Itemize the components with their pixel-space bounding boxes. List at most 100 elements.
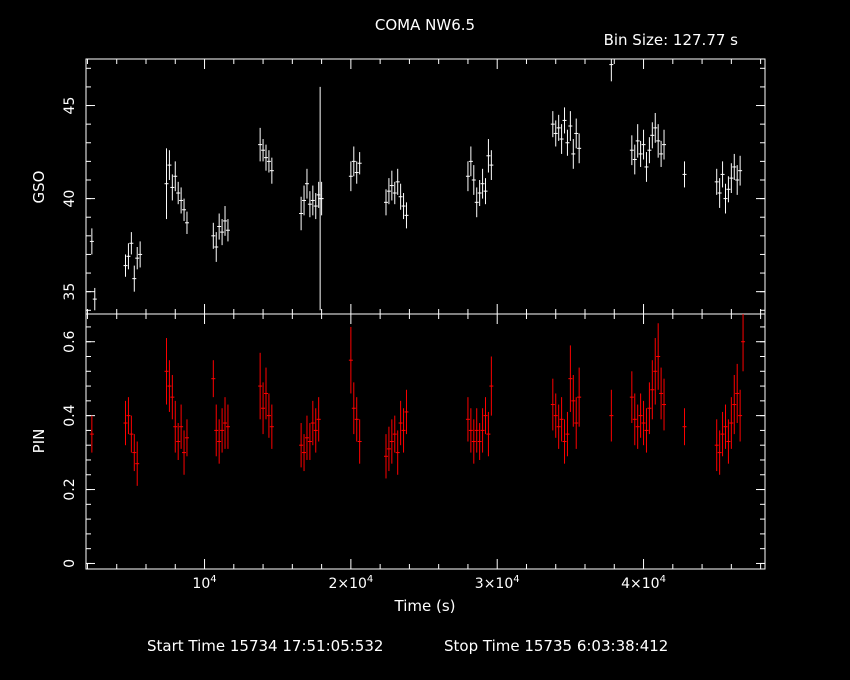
gso-data-point	[577, 133, 582, 164]
pin-data-point	[562, 419, 567, 464]
pin-data-point	[258, 352, 263, 420]
pin-data-point	[404, 389, 409, 435]
pin-data-point	[638, 393, 643, 438]
gso-panel: 35 40 45 GSO	[30, 58, 766, 315]
gso-data-point	[682, 161, 687, 188]
pin-ticks: 0 0.2 0.4 0.6	[62, 314, 765, 569]
gso-data-point	[220, 219, 225, 246]
pin-data-point	[468, 408, 473, 453]
gso-data-point	[650, 122, 655, 149]
gso-data-point	[726, 176, 731, 203]
pin-points	[89, 314, 746, 486]
pin-data-point	[559, 397, 564, 442]
gso-data-point	[483, 178, 488, 205]
pin-data-point	[641, 400, 646, 446]
gso-data-point	[662, 129, 667, 160]
gso-data-point	[653, 112, 658, 143]
gso-data-point	[732, 153, 737, 180]
gso-ytick-label: 35	[62, 283, 78, 301]
pin-data-point	[726, 419, 731, 464]
gso-data-point	[214, 232, 219, 262]
gso-data-point	[299, 196, 304, 231]
gso-data-point	[302, 185, 307, 216]
gso-data-point	[559, 124, 564, 154]
pin-data-point	[609, 389, 614, 442]
pin-data-point	[732, 374, 737, 435]
pin-data-point	[632, 393, 637, 446]
gso-ytick-label: 45	[62, 97, 78, 115]
gso-data-point	[574, 118, 579, 149]
pin-data-point	[644, 408, 649, 453]
pin-data-point	[263, 367, 268, 420]
pin-data-point	[577, 367, 582, 427]
pin-data-point	[489, 356, 494, 416]
gso-data-point	[641, 129, 646, 160]
pin-data-point	[398, 400, 403, 446]
gso-data-point	[383, 189, 388, 216]
pin-data-point	[214, 404, 219, 457]
pin-ylabel: PIN	[30, 429, 48, 454]
gso-data-point	[486, 139, 491, 173]
pin-data-point	[354, 397, 359, 442]
pin-data-point	[465, 397, 470, 442]
pin-panel: 0 0.2 0.4 0.6 PIN	[30, 313, 766, 570]
gso-ticks: 35 40 45	[62, 59, 765, 314]
gso-data-point	[318, 86, 323, 311]
pin-data-point	[310, 400, 315, 446]
pin-data-point	[316, 397, 321, 442]
pin-data-point	[662, 378, 667, 431]
pin-data-point	[656, 323, 661, 390]
pin-data-point	[571, 374, 576, 427]
gso-data-point	[659, 140, 664, 167]
gso-data-point	[565, 129, 570, 156]
gso-data-point	[568, 111, 573, 141]
pin-data-point	[556, 404, 561, 449]
gso-data-point	[135, 246, 140, 270]
x-tick-label: 104	[192, 574, 216, 592]
gso-data-point	[632, 144, 637, 175]
gso-data-point	[310, 185, 315, 216]
pin-ytick-label: 0.2	[62, 478, 78, 500]
gso-data-point	[223, 206, 228, 236]
gso-data-point	[173, 161, 178, 192]
gso-data-point	[184, 211, 189, 234]
bin-size-label: Bin Size: 127.77 s	[604, 31, 739, 49]
pin-data-point	[477, 423, 482, 460]
pin-data-point	[225, 404, 230, 449]
gso-data-point	[395, 168, 400, 195]
pin-data-point	[550, 378, 555, 431]
pin-data-point	[735, 363, 740, 424]
pin-data-point	[650, 360, 655, 420]
gso-data-point	[465, 161, 470, 192]
gso-data-point	[354, 161, 359, 184]
pin-data-point	[474, 408, 479, 453]
gso-data-point	[638, 140, 643, 167]
pin-data-point	[659, 367, 664, 420]
x-tick-labels: 104 2×104 3×104 4×104	[192, 574, 666, 592]
pin-data-point	[629, 371, 634, 424]
gso-data-point	[656, 124, 661, 158]
gso-data-point	[386, 178, 391, 205]
gso-data-point	[398, 183, 403, 210]
gso-data-point	[471, 165, 476, 195]
gso-data-point	[468, 146, 473, 177]
pin-data-point	[389, 419, 394, 464]
gso-data-point	[392, 181, 397, 205]
gso-data-point	[635, 124, 640, 158]
gso-data-point	[401, 193, 406, 220]
gso-data-point	[211, 222, 216, 249]
pin-ytick-label: 0.4	[62, 404, 78, 426]
pin-data-point	[269, 404, 274, 449]
pin-data-point	[720, 411, 725, 457]
gso-data-point	[225, 219, 230, 242]
gso-ylabel: GSO	[30, 171, 48, 204]
x-tick-label: 2×104	[328, 574, 373, 592]
pin-data-point	[568, 345, 573, 412]
gso-data-point	[609, 59, 614, 82]
pin-data-point	[383, 434, 388, 479]
pin-ytick-label: 0	[62, 559, 78, 568]
pin-data-point	[223, 397, 228, 449]
pin-data-point	[173, 400, 178, 453]
gso-data-point	[313, 193, 318, 220]
pin-data-point	[574, 397, 579, 449]
